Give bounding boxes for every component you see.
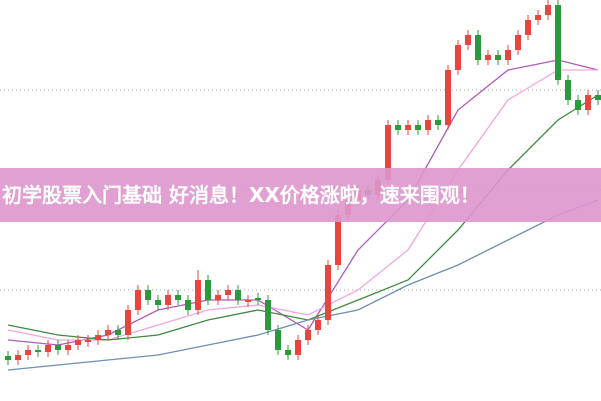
candle-body xyxy=(205,280,211,300)
candle-body xyxy=(55,345,61,350)
candle-body xyxy=(245,300,251,302)
candle-body xyxy=(65,345,71,350)
candle-body xyxy=(335,215,341,265)
candle-body xyxy=(405,125,411,130)
candle-body xyxy=(545,5,551,15)
candle-body xyxy=(175,295,181,300)
moving-average-line xyxy=(7,199,599,371)
candle-body xyxy=(135,290,141,310)
candle-body xyxy=(85,340,91,342)
candle-body xyxy=(25,350,31,355)
candle-body xyxy=(505,50,511,60)
candle-body xyxy=(215,295,221,300)
candle-body xyxy=(95,335,101,340)
candle-body xyxy=(155,300,161,305)
candle-body xyxy=(425,120,431,130)
candle-body xyxy=(295,340,301,355)
candle-body xyxy=(515,35,521,50)
candle-body xyxy=(385,125,391,180)
candle-body xyxy=(575,100,581,110)
candle-body xyxy=(265,300,271,330)
candle-body xyxy=(305,330,311,340)
candle-body xyxy=(225,290,231,295)
candle-body xyxy=(185,300,191,310)
candle-body xyxy=(445,70,451,125)
candle-body xyxy=(285,350,291,355)
candle-body xyxy=(145,290,151,300)
candle-body xyxy=(595,95,601,100)
candle-body xyxy=(535,15,541,20)
candle-body xyxy=(45,345,51,352)
candle-body xyxy=(5,356,11,360)
candle-body xyxy=(15,355,21,360)
candle-body xyxy=(395,125,401,130)
candle-body xyxy=(315,320,321,330)
candle-body xyxy=(75,340,81,345)
candle-body xyxy=(415,125,421,130)
banner: 初学股票入门基础 好消息！XX价格涨啦，速来围观！ xyxy=(0,168,601,222)
candle-body xyxy=(195,280,201,310)
candle-body xyxy=(255,298,261,300)
candle-body xyxy=(125,310,131,335)
candle-body xyxy=(485,55,491,60)
candle-body xyxy=(165,295,171,305)
candle-body xyxy=(115,330,121,335)
candle-body xyxy=(585,95,591,110)
candle-body xyxy=(435,120,441,125)
candle-body xyxy=(555,5,561,80)
candle-body xyxy=(325,265,331,320)
candle-body xyxy=(565,80,571,100)
candle-body xyxy=(275,330,281,350)
candle-body xyxy=(105,330,111,335)
candle-body xyxy=(465,35,471,45)
candle-body xyxy=(475,35,481,60)
candle-body xyxy=(495,55,501,60)
candle-body xyxy=(235,290,241,300)
candle-body xyxy=(525,20,531,35)
candle-body xyxy=(455,45,461,70)
candle-body xyxy=(35,350,41,352)
